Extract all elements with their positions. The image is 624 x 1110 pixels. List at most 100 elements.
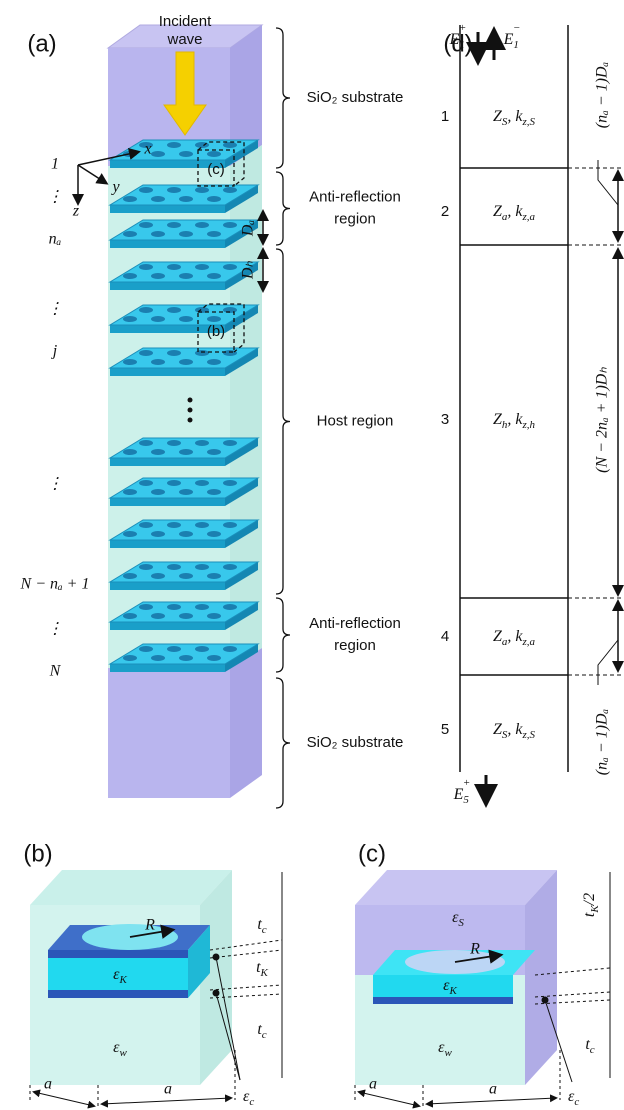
slab-hole (139, 350, 153, 356)
braces (276, 28, 290, 808)
label: (c) (207, 161, 225, 178)
slab-hole (207, 655, 221, 661)
slab-hole (139, 646, 153, 652)
math-label: tc (257, 1021, 266, 1041)
slab-hole (179, 231, 193, 237)
slab-hole (151, 449, 165, 455)
slab-hole (207, 573, 221, 579)
label: 1 (51, 156, 59, 173)
math-label: E1− (503, 22, 521, 51)
math-label: E5+ (453, 777, 471, 806)
slab-hole (223, 480, 237, 486)
subscript: z,a (521, 636, 535, 648)
slab-hole (207, 489, 221, 495)
slab-front (110, 458, 225, 466)
subscript: w (444, 1047, 452, 1059)
slab-hole (207, 449, 221, 455)
slab-hole (167, 307, 181, 313)
slab-hole (123, 273, 137, 279)
slab-front (110, 622, 225, 630)
label: ⋮ (47, 301, 63, 318)
subscript: 1 (513, 39, 519, 51)
subscript: w (119, 1047, 127, 1059)
label: ⋮ (47, 621, 63, 638)
math-label: Za, kz,a (493, 628, 536, 648)
math-part: , k (507, 628, 523, 645)
slab-hole (179, 316, 193, 322)
label: nₐ (49, 231, 62, 248)
label: Dₐ (240, 220, 257, 238)
label: Anti-reflection (309, 615, 401, 632)
math-label: εc (243, 1088, 254, 1108)
slab-hole (123, 316, 137, 322)
label: 5 (441, 721, 449, 738)
slab-hole (139, 222, 153, 228)
slab-hole (167, 187, 181, 193)
label: 4 (441, 628, 449, 645)
math-part: , k (507, 721, 523, 738)
slab-hole (151, 151, 165, 157)
slab-hole (139, 187, 153, 193)
slab-hole (123, 489, 137, 495)
slab-hole (179, 613, 193, 619)
math-part: , k (507, 411, 523, 428)
slab-hole (151, 316, 165, 322)
slab-hole (195, 350, 209, 356)
slab-hole (207, 196, 221, 202)
slab-front (110, 498, 225, 506)
brace (276, 28, 290, 168)
subscript: c (262, 1029, 267, 1041)
slab-front (110, 582, 225, 590)
label: region (334, 637, 376, 654)
slab-hole (179, 573, 193, 579)
math-label-rotated: tK/2 (581, 893, 601, 917)
slab-hole (195, 187, 209, 193)
slab-hole (167, 480, 181, 486)
slab-hole (207, 359, 221, 365)
slab-hole (207, 273, 221, 279)
label: (N − 2nₐ + 1)Dₕ (594, 367, 611, 473)
slab-hole (167, 564, 181, 570)
label: (b) (207, 323, 225, 340)
slab-hole (123, 655, 137, 661)
slab-hole (167, 440, 181, 446)
slab-hole (195, 522, 209, 528)
subscript: z,S (521, 116, 535, 128)
slab-hole (151, 531, 165, 537)
slab-front (110, 240, 225, 248)
slab-hole (167, 142, 181, 148)
slab-hole (195, 222, 209, 228)
label: a (44, 1076, 52, 1093)
slab-hole (223, 564, 237, 570)
label: Host region (317, 412, 394, 429)
slab-hole (151, 273, 165, 279)
slab-hole (167, 604, 181, 610)
label: j (51, 343, 58, 360)
label: ⋮ (47, 476, 63, 493)
label: Incident (159, 13, 212, 30)
label: y (110, 179, 120, 196)
slab-hole (195, 264, 209, 270)
slab-hole (139, 440, 153, 446)
slab-hole (167, 350, 181, 356)
subscript: 1 (459, 39, 465, 51)
slab-hole (123, 196, 137, 202)
label: z (72, 203, 80, 220)
label: 3 (441, 411, 449, 428)
brace (276, 172, 290, 245)
slab-hole (151, 489, 165, 495)
math-label: tc (585, 1036, 594, 1056)
slab-hole (123, 531, 137, 537)
slab-hole (195, 646, 209, 652)
label: SiO₂ substrate (307, 89, 404, 106)
label: (c) (358, 840, 386, 867)
brace (276, 598, 290, 672)
slab-hole (195, 564, 209, 570)
label: (b) (23, 840, 52, 867)
subscript: z,S (521, 729, 535, 741)
slab-hole (123, 231, 137, 237)
slab-hole (223, 264, 237, 270)
slab-hole (123, 613, 137, 619)
slab-hole (207, 231, 221, 237)
label: a (489, 1081, 497, 1098)
